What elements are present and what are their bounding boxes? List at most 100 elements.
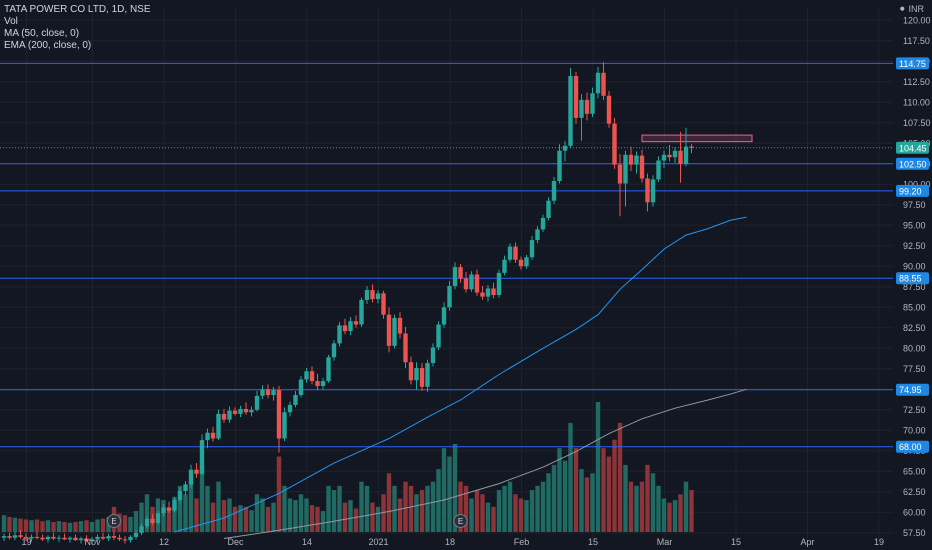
candle-body: [111, 536, 117, 538]
candle-body: [639, 155, 645, 179]
ema200-line: [223, 388, 747, 539]
candle-body: [210, 432, 216, 439]
zone-box: [641, 134, 753, 143]
level-label: 68.00: [899, 442, 922, 452]
volume-bar: [298, 494, 304, 532]
candle-body: [562, 145, 568, 151]
candle-body: [419, 367, 425, 387]
volume-bar: [447, 456, 452, 532]
candle-body: [656, 160, 661, 180]
candle-body: [601, 72, 606, 96]
volume-bar: [73, 521, 78, 532]
last-price-label: 104.45: [899, 143, 927, 153]
volume-bar: [216, 481, 221, 532]
candle-body: [188, 469, 194, 485]
volume-bar: [573, 448, 579, 532]
resistance-zone: [641, 134, 753, 143]
candle-body: [205, 432, 210, 441]
earnings-marker: [107, 514, 121, 528]
volume-bar: [348, 500, 353, 532]
volume-bar: [221, 500, 227, 532]
x-tick-label: 2021: [368, 537, 388, 547]
candle-body: [309, 371, 315, 382]
candle-body: [122, 539, 128, 541]
y-tick-label: 92.50: [903, 241, 926, 251]
candle-body: [227, 410, 232, 420]
y-tick-label: 100.00: [903, 179, 931, 189]
candle-body: [287, 404, 293, 413]
currency-label[interactable]: INR: [908, 4, 925, 14]
volume-bar: [513, 494, 518, 532]
volume-bar: [469, 498, 474, 532]
volume-bar: [205, 485, 210, 532]
candle-body: [568, 76, 573, 146]
volume-bar: [67, 522, 73, 532]
lock-icon[interactable]: ⚫: [898, 4, 906, 14]
candle-body: [414, 367, 419, 381]
y-tick-label: 62.50: [903, 487, 926, 497]
candle-body: [364, 290, 370, 300]
candle-body: [67, 537, 73, 540]
volume-bar: [139, 502, 144, 532]
volume-bar: [7, 516, 12, 532]
candle-body: [524, 257, 529, 267]
candle-body: [23, 536, 29, 539]
candle-body: [117, 537, 122, 540]
indicator-lines: [174, 216, 747, 539]
time-axis[interactable]: 19Nov12Dec14202118Feb15Mar15Apr19May: [21, 537, 932, 547]
indicator-ma50[interactable]: MA (50, close, 0): [4, 28, 80, 39]
volume-bar: [568, 422, 573, 532]
x-tick-label: Feb: [514, 537, 530, 547]
volume-bar: [18, 518, 23, 532]
candle-body: [7, 536, 12, 538]
volume-bar: [309, 505, 315, 532]
volume-bars: [1, 402, 694, 532]
candle-body: [496, 272, 502, 295]
candle-body: [623, 154, 628, 184]
candle-body: [546, 200, 551, 218]
volume-bar: [188, 481, 194, 532]
candle-body: [271, 390, 276, 396]
candle-body: [403, 333, 408, 363]
volume-bar: [491, 506, 496, 532]
level-label-bg: [896, 440, 929, 453]
y-tick-label: 65.00: [903, 466, 926, 476]
volume-bar: [667, 502, 672, 532]
candle-body: [678, 150, 683, 164]
symbol-title[interactable]: TATA POWER CO LTD, 1D, NSE: [4, 4, 151, 15]
y-tick-label: 112.50: [903, 77, 930, 87]
volume-bar: [579, 469, 584, 532]
candle-body: [370, 290, 375, 300]
y-tick-label: 120.00: [903, 15, 931, 25]
grid: [0, 8, 893, 541]
volume-bar: [172, 496, 177, 532]
candle-body: [128, 536, 133, 541]
volume-bar: [656, 485, 661, 532]
candle-body: [425, 363, 430, 387]
price-axis[interactable]: 120.00117.50115.00112.50110.00107.50105.…: [896, 15, 931, 538]
candle-body: [513, 246, 518, 260]
volume-bar: [645, 464, 650, 532]
x-tick-label: Nov: [84, 537, 101, 547]
volume-bar: [672, 500, 678, 532]
candle-body: [298, 379, 304, 396]
candle-body: [265, 389, 271, 396]
volume-bar: [425, 485, 430, 532]
volume-bar: [359, 481, 364, 532]
indicator-ema200[interactable]: EMA (200, close, 0): [4, 40, 92, 51]
candle-body: [529, 240, 535, 258]
volume-bar: [232, 506, 238, 532]
candle-body: [139, 526, 144, 533]
volume-bar: [557, 448, 562, 532]
candle-body: [249, 409, 254, 413]
volume-bar: [474, 490, 480, 532]
indicator-volume[interactable]: Vol: [4, 16, 18, 27]
volume-bar: [381, 494, 386, 532]
volume-bar: [12, 517, 18, 532]
candle-body: [177, 490, 183, 500]
volume-bar: [40, 521, 45, 532]
volume-bar: [408, 485, 414, 532]
volume-bar: [51, 521, 56, 532]
volume-bar: [562, 460, 568, 532]
